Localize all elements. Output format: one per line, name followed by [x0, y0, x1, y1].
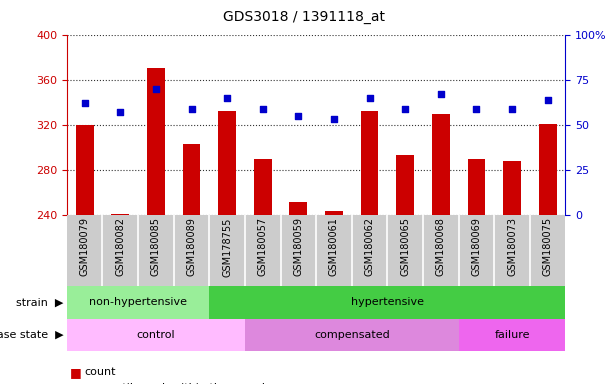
Bar: [245, 215, 280, 286]
Text: percentile rank within the sample: percentile rank within the sample: [84, 383, 272, 384]
Text: ■: ■: [70, 381, 81, 384]
Bar: [103, 215, 138, 286]
Text: GDS3018 / 1391118_at: GDS3018 / 1391118_at: [223, 10, 385, 23]
Text: count: count: [84, 367, 116, 377]
Text: control: control: [137, 330, 175, 340]
Text: GSM180079: GSM180079: [80, 217, 90, 276]
Text: GSM180082: GSM180082: [116, 217, 125, 276]
Bar: [325, 210, 343, 215]
Bar: [111, 214, 129, 215]
Bar: [361, 111, 378, 215]
Text: compensated: compensated: [314, 330, 390, 340]
Text: failure: failure: [494, 330, 530, 340]
Text: GSM178755: GSM178755: [222, 217, 232, 276]
Bar: [387, 215, 423, 286]
Text: GSM180068: GSM180068: [436, 217, 446, 276]
Text: GSM180075: GSM180075: [542, 217, 553, 276]
Text: GSM180057: GSM180057: [258, 217, 268, 276]
Bar: [147, 68, 165, 215]
Bar: [352, 215, 387, 286]
Point: [116, 109, 125, 115]
Bar: [182, 144, 201, 215]
Point: [187, 106, 196, 112]
Text: GSM180065: GSM180065: [400, 217, 410, 276]
Bar: [423, 215, 458, 286]
Bar: [138, 215, 174, 286]
Text: strain  ▶: strain ▶: [16, 297, 64, 308]
Text: non-hypertensive: non-hypertensive: [89, 297, 187, 308]
Point: [80, 100, 89, 106]
Bar: [316, 215, 352, 286]
Bar: [539, 124, 556, 215]
Text: GSM180062: GSM180062: [365, 217, 375, 276]
Point: [258, 106, 268, 112]
Text: disease state  ▶: disease state ▶: [0, 330, 64, 340]
Point: [543, 96, 553, 103]
Bar: [458, 319, 565, 351]
Point: [507, 106, 517, 112]
Bar: [67, 215, 103, 286]
Point: [472, 106, 482, 112]
Bar: [209, 286, 565, 319]
Text: GSM180073: GSM180073: [507, 217, 517, 276]
Bar: [254, 159, 272, 215]
Text: GSM180059: GSM180059: [293, 217, 303, 276]
Bar: [209, 215, 245, 286]
Text: ■: ■: [70, 366, 81, 379]
Point: [329, 116, 339, 122]
Bar: [76, 125, 94, 215]
Text: GSM180061: GSM180061: [329, 217, 339, 276]
Bar: [174, 215, 209, 286]
Bar: [468, 159, 485, 215]
Bar: [432, 114, 450, 215]
Text: hypertensive: hypertensive: [351, 297, 424, 308]
Bar: [67, 286, 209, 319]
Point: [223, 95, 232, 101]
Bar: [289, 202, 307, 215]
Point: [151, 86, 161, 92]
Point: [436, 91, 446, 97]
Bar: [396, 155, 414, 215]
Bar: [245, 319, 458, 351]
Text: GSM180085: GSM180085: [151, 217, 161, 276]
Text: GSM180089: GSM180089: [187, 217, 196, 276]
Point: [294, 113, 303, 119]
Bar: [280, 215, 316, 286]
Bar: [218, 111, 236, 215]
Bar: [503, 161, 521, 215]
Bar: [494, 215, 530, 286]
Bar: [458, 215, 494, 286]
Text: GSM180069: GSM180069: [471, 217, 482, 276]
Bar: [530, 215, 565, 286]
Bar: [67, 319, 245, 351]
Point: [365, 95, 375, 101]
Point: [400, 106, 410, 112]
